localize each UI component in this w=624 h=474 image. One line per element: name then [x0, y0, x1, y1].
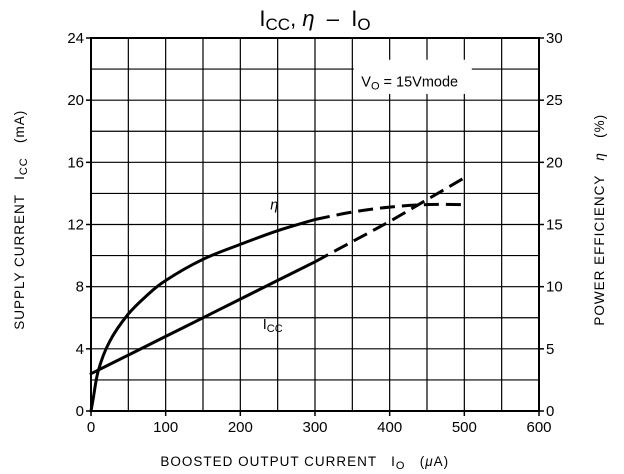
series-line-eta-dashed	[314, 202, 465, 221]
x-tick-label: 500	[452, 419, 477, 436]
y-tick-label-left: 12	[67, 217, 84, 234]
x-tick-label: 400	[377, 419, 402, 436]
y-tick-label-right: 15	[546, 217, 563, 234]
chart-title: ICC, η – IO	[259, 6, 370, 34]
y-tick-label-right: 30	[546, 30, 563, 47]
x-tick-label: 600	[526, 419, 551, 436]
x-tick-label: 0	[87, 419, 95, 436]
series-line-icc-solid	[89, 260, 317, 376]
tick-marks	[86, 37, 544, 416]
y-tick-label-right: 0	[546, 403, 554, 420]
annotation-v: V	[361, 75, 371, 91]
y-tick-label-right: 20	[546, 154, 563, 171]
x-tick-label: 100	[153, 419, 178, 436]
annotation: VO = 15Vmode	[361, 75, 458, 93]
y-tick-label-left: 24	[67, 30, 84, 47]
y-axis-label-left: SUPPLY CURRENT ICC (mA)	[12, 96, 30, 354]
y-tick-label-right: 5	[546, 341, 554, 358]
y-tick-label-right: 10	[546, 279, 563, 296]
tick-labels: 0 100 200 300 400 500 600048121620240510152025…	[67, 30, 562, 436]
annotation-rest: = 15Vmode	[380, 75, 459, 91]
y-tick-label-left: 16	[67, 154, 84, 171]
series-label-eta: η	[270, 197, 278, 213]
y-tick-label-left: 20	[67, 92, 84, 109]
y-tick-label-left: 0	[76, 403, 84, 420]
series-line-icc-dashed	[314, 176, 466, 264]
y-axis-label-right: POWER EFFICIENCY η (%)	[592, 100, 607, 350]
x-axis-label: BOOSTED OUTPUT CURRENT IO (μA)	[137, 454, 464, 472]
y-tick-label-left: 8	[76, 279, 84, 296]
y-tick-label-right: 25	[546, 92, 563, 109]
series-lines	[89, 176, 466, 413]
annotation-box	[353, 59, 472, 94]
annotation-v-sub: O	[371, 81, 380, 93]
x-tick-label: 200	[228, 419, 253, 436]
x-tick-label: 300	[302, 419, 327, 436]
series-label-icc: ICC	[263, 317, 283, 335]
series-line-eta-solid	[89, 218, 317, 413]
y-tick-label-left: 4	[76, 341, 84, 358]
